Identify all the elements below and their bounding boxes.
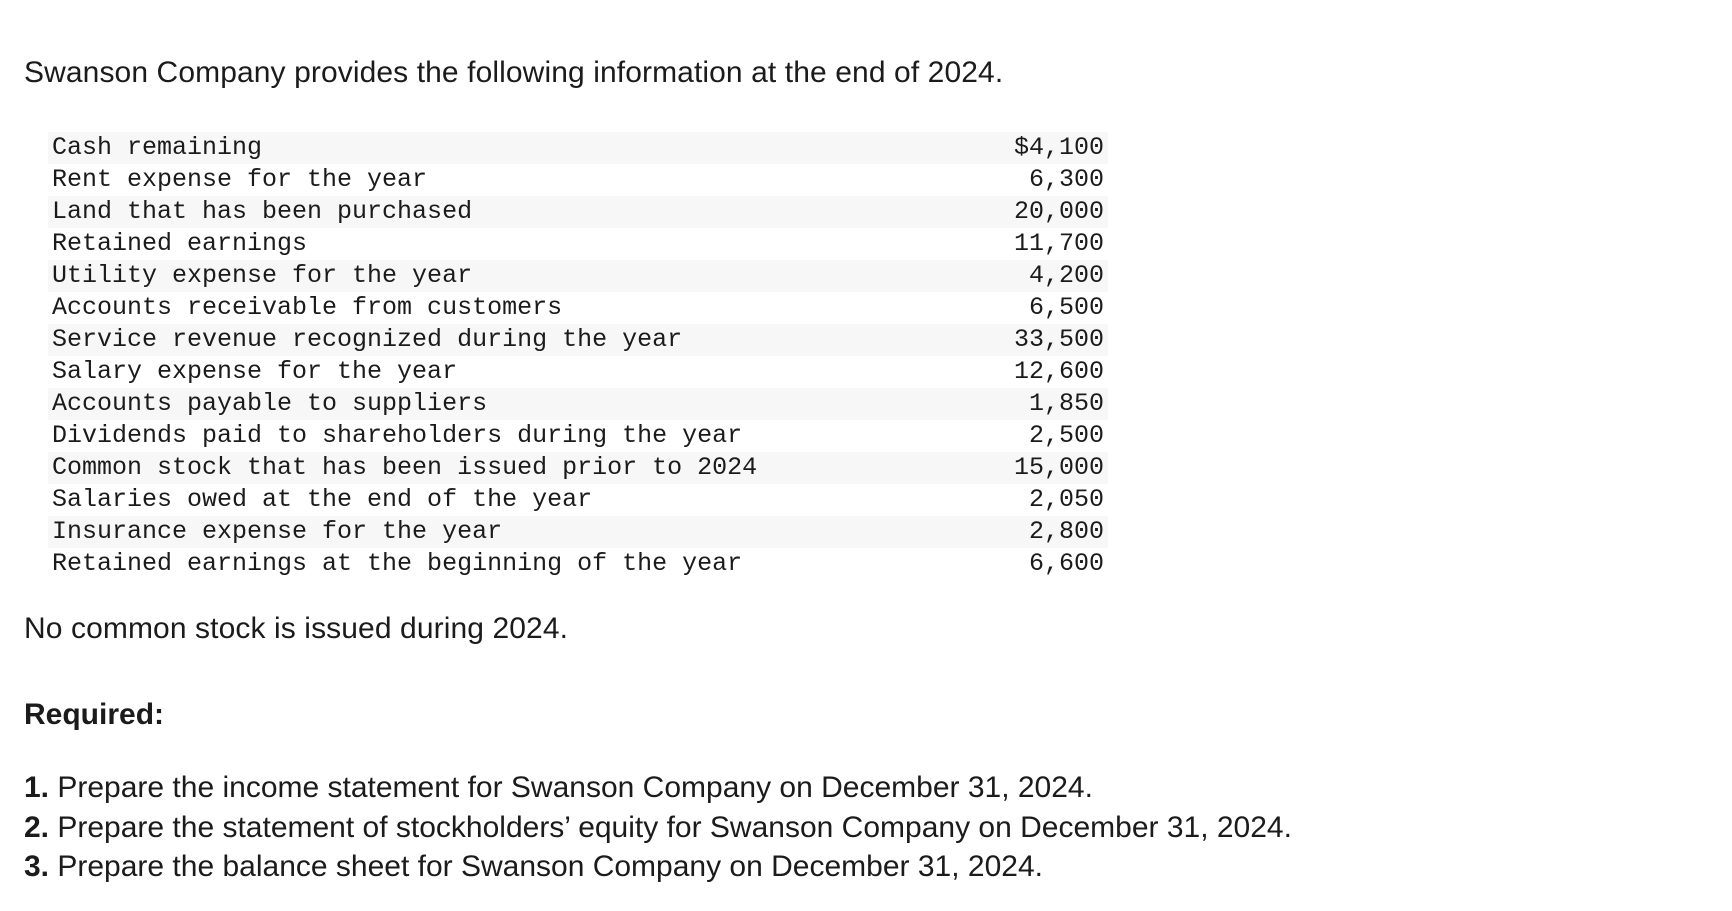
row-value: 2,050 [907, 484, 1108, 516]
row-value: 33,500 [907, 324, 1108, 356]
row-value: 1,850 [907, 388, 1108, 420]
row-label: Utility expense for the year [48, 260, 907, 292]
accounting-data-tbody: Cash remaining$4,100Rent expense for the… [48, 132, 1108, 580]
required-item-number: 3. [24, 850, 49, 883]
row-label: Cash remaining [48, 132, 907, 164]
required-item-number: 2. [24, 811, 49, 844]
table-row: Cash remaining$4,100 [48, 132, 1108, 164]
row-value: 20,000 [907, 196, 1108, 228]
table-row: Retained earnings11,700 [48, 228, 1108, 260]
row-label: Insurance expense for the year [48, 516, 907, 548]
intro-paragraph: Swanson Company provides the following i… [24, 56, 1708, 90]
row-label: Rent expense for the year [48, 164, 907, 196]
required-heading: Required: [24, 698, 1708, 732]
table-row: Dividends paid to shareholders during th… [48, 420, 1108, 452]
row-label: Dividends paid to shareholders during th… [48, 420, 907, 452]
row-value: 6,600 [907, 548, 1108, 580]
table-row: Land that has been purchased20,000 [48, 196, 1108, 228]
row-label: Land that has been purchased [48, 196, 907, 228]
row-label: Salaries owed at the end of the year [48, 484, 907, 516]
table-row: Service revenue recognized during the ye… [48, 324, 1108, 356]
table-row: Rent expense for the year6,300 [48, 164, 1108, 196]
table-row: Salaries owed at the end of the year2,05… [48, 484, 1108, 516]
document-page: Swanson Company provides the following i… [0, 0, 1732, 911]
row-label: Service revenue recognized during the ye… [48, 324, 907, 356]
required-item-text: Prepare the statement of stockholders’ e… [49, 811, 1292, 844]
row-value: 4,200 [907, 260, 1108, 292]
table-row: Accounts payable to suppliers1,850 [48, 388, 1108, 420]
row-value: 6,500 [907, 292, 1108, 324]
required-item: 3. Prepare the balance sheet for Swanson… [24, 847, 1708, 887]
required-item: 2. Prepare the statement of stockholders… [24, 808, 1708, 848]
required-item-text: Prepare the income statement for Swanson… [49, 771, 1093, 804]
row-value: 15,000 [907, 452, 1108, 484]
row-value: 11,700 [907, 228, 1108, 260]
table-row: Utility expense for the year4,200 [48, 260, 1108, 292]
row-value: $4,100 [907, 132, 1108, 164]
table-row: Accounts receivable from customers6,500 [48, 292, 1108, 324]
required-item-text: Prepare the balance sheet for Swanson Co… [49, 850, 1043, 883]
row-label: Accounts payable to suppliers [48, 388, 907, 420]
required-list: 1. Prepare the income statement for Swan… [24, 768, 1708, 887]
required-item-number: 1. [24, 771, 49, 804]
row-label: Retained earnings at the beginning of th… [48, 548, 907, 580]
row-value: 2,800 [907, 516, 1108, 548]
table-row: Insurance expense for the year2,800 [48, 516, 1108, 548]
row-label: Retained earnings [48, 228, 907, 260]
row-label: Accounts receivable from customers [48, 292, 907, 324]
row-label: Salary expense for the year [48, 356, 907, 388]
row-label: Common stock that has been issued prior … [48, 452, 907, 484]
row-value: 12,600 [907, 356, 1108, 388]
table-row: Salary expense for the year12,600 [48, 356, 1108, 388]
note-paragraph: No common stock is issued during 2024. [24, 612, 1708, 646]
row-value: 2,500 [907, 420, 1108, 452]
table-row: Retained earnings at the beginning of th… [48, 548, 1108, 580]
accounting-data-table: Cash remaining$4,100Rent expense for the… [48, 132, 1108, 580]
required-item: 1. Prepare the income statement for Swan… [24, 768, 1708, 808]
table-row: Common stock that has been issued prior … [48, 452, 1108, 484]
row-value: 6,300 [907, 164, 1108, 196]
